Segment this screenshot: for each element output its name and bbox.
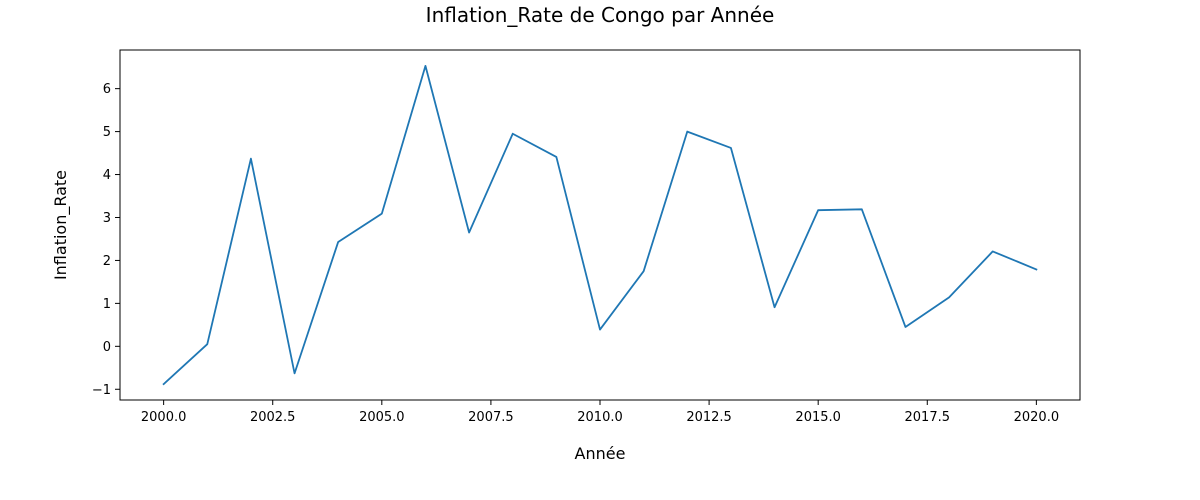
x-tick-label: 2017.5: [905, 410, 951, 425]
chart-title: Inflation_Rate de Congo par Année: [426, 3, 775, 27]
x-tick-label: 2010.0: [577, 410, 623, 425]
y-axis-label: Inflation_Rate: [51, 170, 71, 280]
x-axis-label: Année: [575, 444, 626, 463]
x-tick-label: 2005.0: [359, 410, 405, 425]
y-tick-label: 4: [103, 168, 111, 183]
x-tick-label: 2012.5: [686, 410, 732, 425]
y-tick-label: −1: [92, 383, 111, 398]
y-tick-label: 1: [103, 297, 111, 312]
y-tick-label: 6: [103, 82, 111, 97]
x-tick-label: 2007.5: [468, 410, 514, 425]
x-axis: 2000.0 2002.5 2005.0 2007.5 2010.0 2012.5 2015…: [141, 400, 1059, 425]
x-tick-label: 2002.5: [250, 410, 296, 425]
x-tick-label: 2020.0: [1014, 410, 1060, 425]
y-tick-label: 2: [103, 254, 111, 269]
y-tick-label: 3: [103, 211, 111, 226]
x-tick-label: 2015.0: [795, 410, 841, 425]
y-tick-label: 5: [103, 125, 111, 140]
series-line: [162, 64, 1038, 386]
x-tick-label: 2000.0: [141, 410, 187, 425]
y-tick-label: 0: [103, 340, 111, 355]
series-group: [162, 64, 1038, 386]
y-axis: −1 0 1 2 3 4 5 6: [92, 82, 120, 398]
